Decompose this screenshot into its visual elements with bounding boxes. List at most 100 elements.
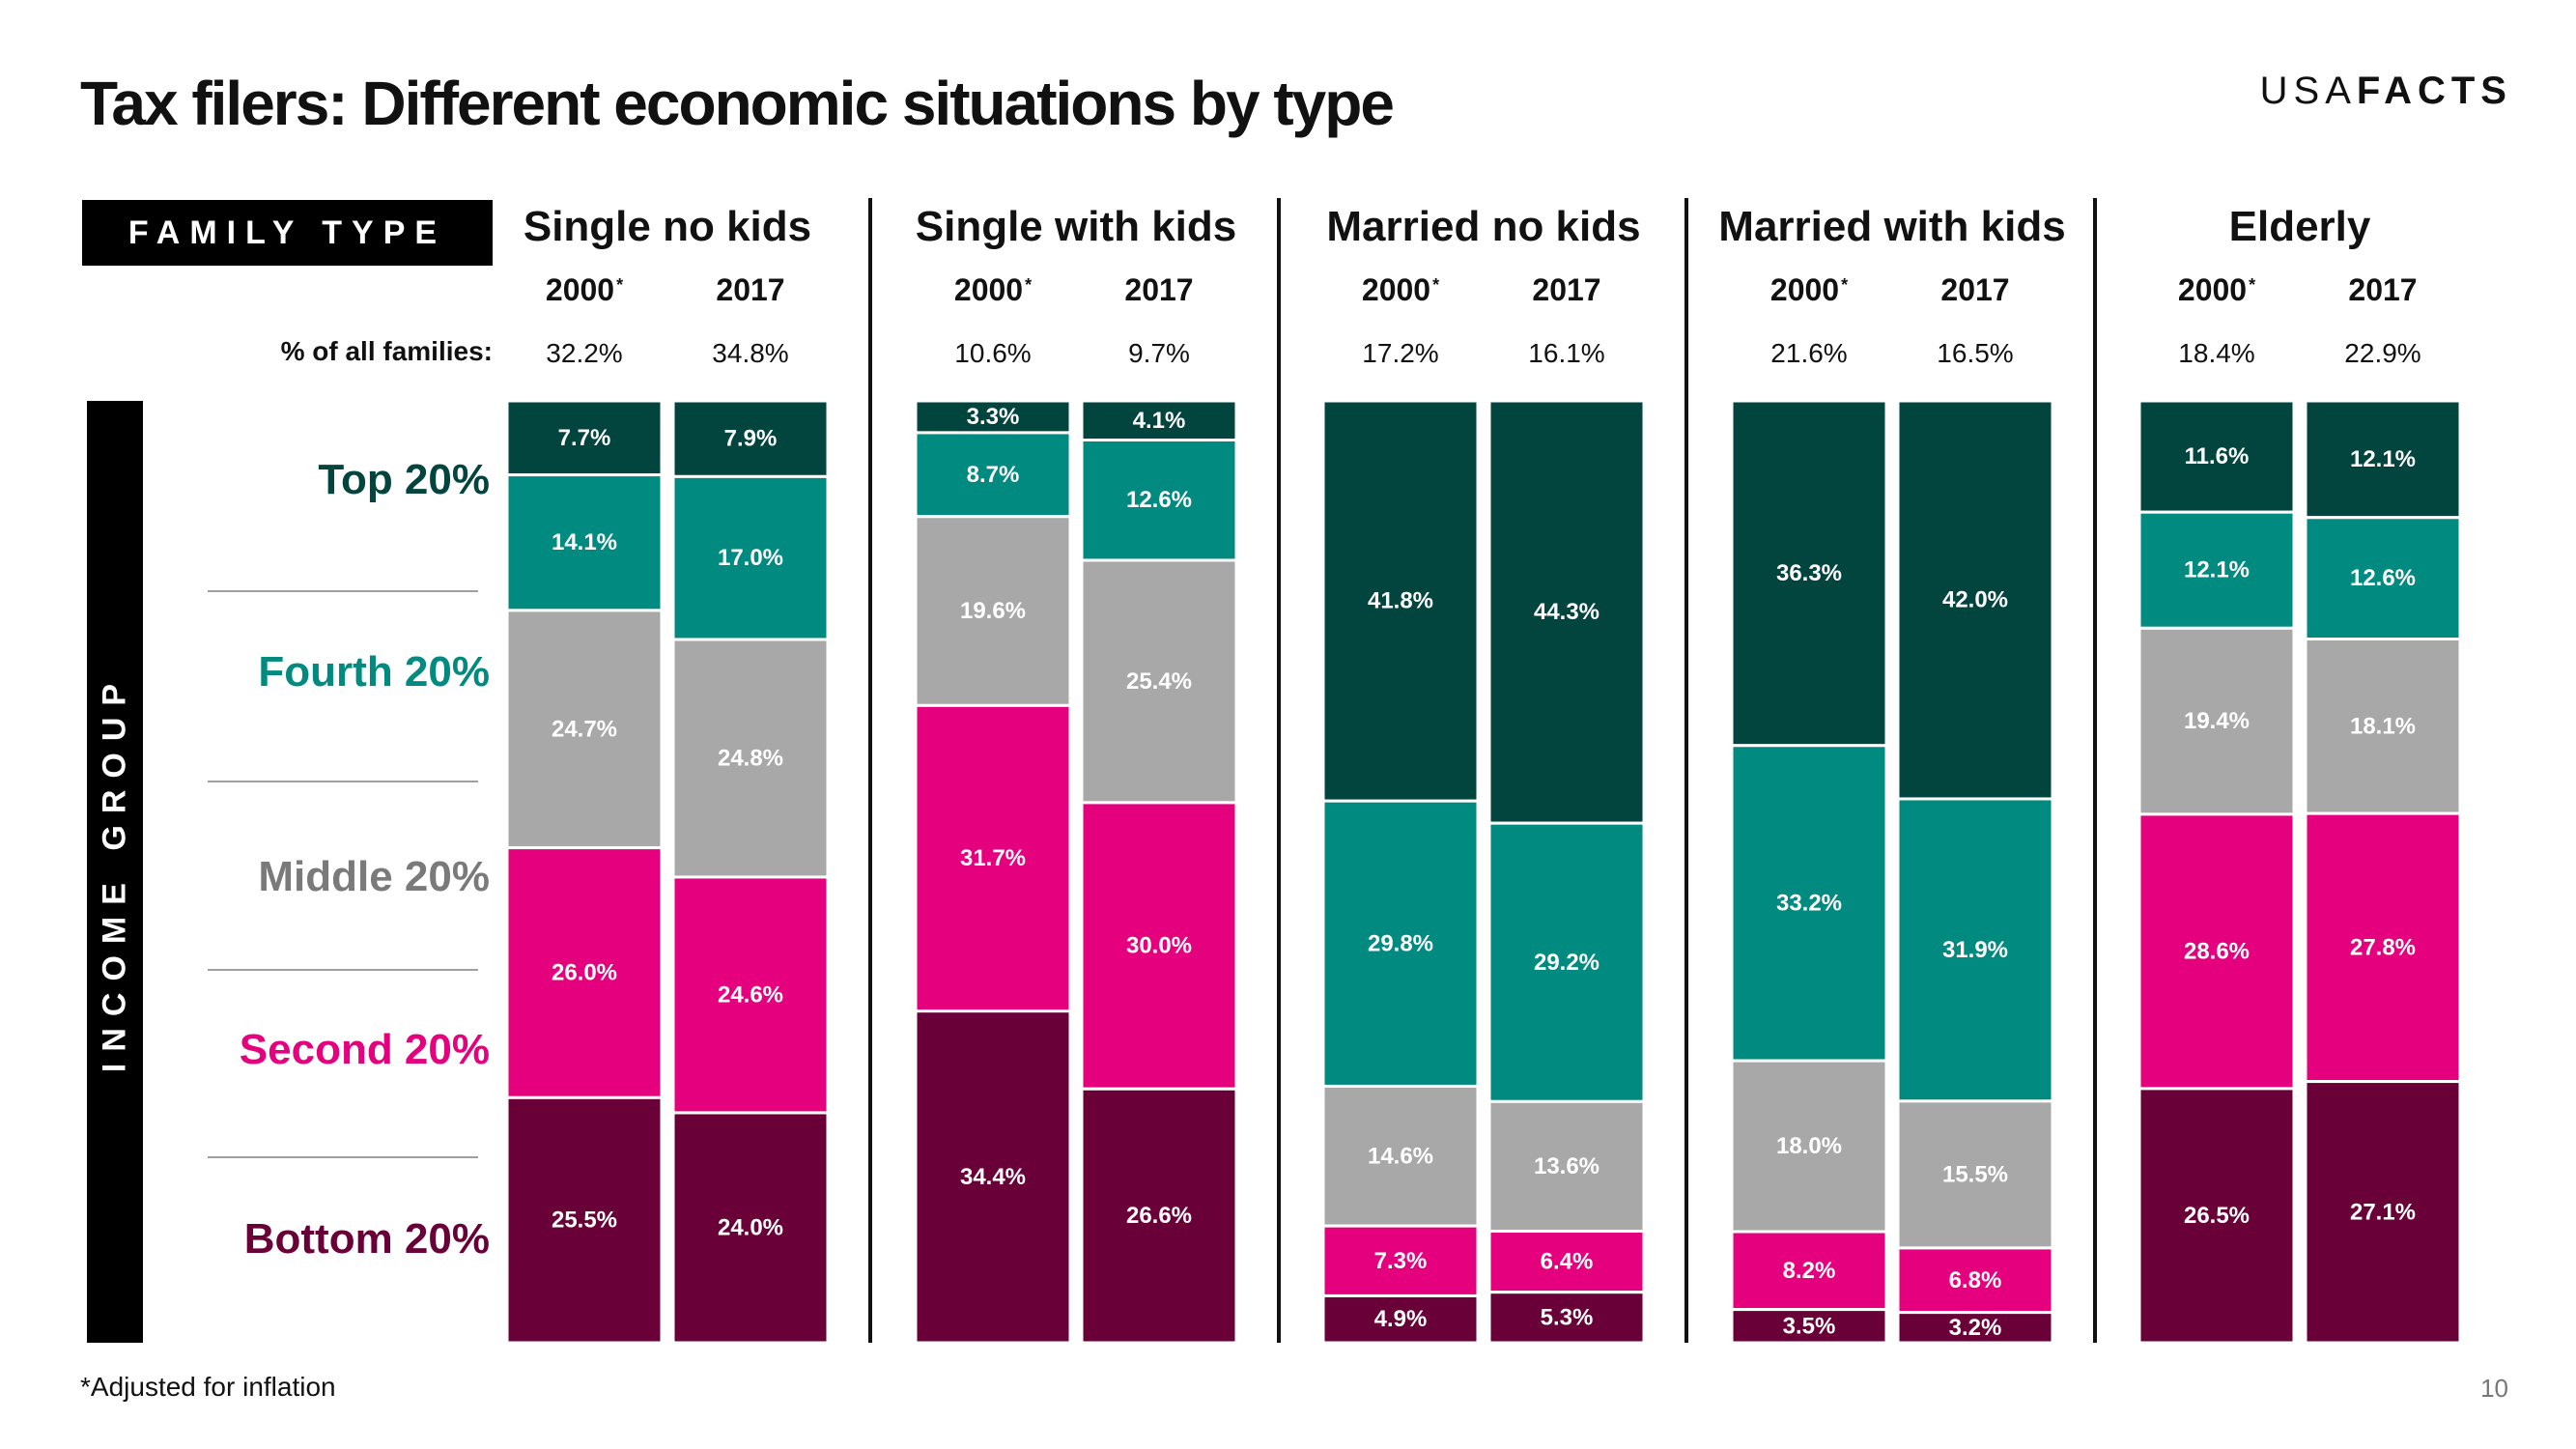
data-label: 8.2%	[1783, 1258, 1836, 1284]
bar-segment	[2137, 626, 2296, 816]
data-label: 4.1%	[1133, 408, 1186, 434]
bar-segment	[1730, 399, 1888, 748]
family-type-title: Married no kids	[1326, 203, 1641, 250]
bar-segment	[914, 1009, 1072, 1345]
bar-segment	[2304, 811, 2462, 1084]
data-label: 4.9%	[1374, 1306, 1428, 1332]
bar-segment	[1321, 1293, 1480, 1345]
group-divider	[2093, 198, 2097, 1343]
data-label: 12.6%	[1126, 487, 1192, 513]
year-label: 2017	[1940, 272, 2009, 308]
data-label: 6.8%	[1949, 1267, 2002, 1293]
year-label: 2000 *	[1362, 272, 1439, 308]
group-divider	[1684, 198, 1688, 1343]
bar-segment	[914, 515, 1072, 707]
group-separator-line	[208, 590, 478, 592]
data-label: 26.0%	[552, 959, 617, 985]
data-label: 25.4%	[1126, 668, 1192, 695]
year-label: 2000 *	[2178, 272, 2255, 308]
data-label: 3.2%	[1949, 1315, 2002, 1341]
inflation-asterisk: *	[2249, 275, 2256, 295]
brand-bold: FACTS	[2356, 70, 2512, 112]
data-label: 6.4%	[1541, 1249, 1594, 1275]
data-label: 36.3%	[1776, 560, 1842, 586]
data-label: 28.6%	[2184, 938, 2250, 964]
year-text: 2000	[2177, 272, 2248, 307]
data-label: 18.0%	[1776, 1133, 1842, 1159]
family-type-badge: FAMILY TYPE	[82, 200, 493, 266]
data-label: 11.6%	[2185, 443, 2250, 469]
year-text: 2017	[716, 272, 785, 307]
group-separator-line	[208, 1156, 478, 1158]
bar-segment	[2137, 510, 2296, 630]
data-label: 14.6%	[1368, 1143, 1433, 1169]
family-share-value: 16.5%	[1937, 338, 2014, 368]
bar-segment	[1080, 801, 1238, 1091]
family-share-value: 16.1%	[1528, 338, 1605, 368]
income-group-bar: INCOME GROUP	[87, 401, 143, 1343]
bar-segment	[1896, 1246, 2054, 1315]
data-label: 19.4%	[2184, 708, 2250, 734]
bar-segment	[1730, 744, 1888, 1063]
year-text: 2017	[1124, 272, 1194, 307]
bar-segment	[1730, 1059, 1888, 1234]
data-label: 5.3%	[1541, 1304, 1594, 1330]
data-label: 26.6%	[1126, 1203, 1192, 1229]
data-label: 31.7%	[960, 845, 1026, 871]
data-label: 25.5%	[552, 1208, 617, 1234]
bar-segment	[1487, 1099, 1646, 1234]
bar-segment	[505, 846, 664, 1099]
inflation-asterisk: *	[1025, 275, 1033, 295]
brand-light: USA	[2259, 70, 2357, 112]
family-share-value: 17.2%	[1362, 338, 1439, 368]
bar-segment	[2304, 637, 2462, 815]
bar-segment	[1487, 399, 1646, 825]
bar-segment	[1896, 1099, 2054, 1250]
bar-segment	[505, 1095, 664, 1345]
family-type-title: Elderly	[2228, 203, 2371, 250]
bar-segment	[671, 875, 830, 1115]
year-label: 2000 *	[954, 272, 1032, 308]
family-type-title: Single no kids	[523, 203, 812, 250]
data-label: 26.5%	[2184, 1203, 2250, 1229]
data-label: 29.8%	[1368, 930, 1433, 956]
family-share-value: 9.7%	[1128, 338, 1190, 368]
data-label: 29.2%	[1534, 950, 1599, 976]
year-text: 2017	[1532, 272, 1601, 307]
bar-segment	[671, 1111, 830, 1345]
income-group-name: Top 20%	[318, 456, 490, 503]
income-group-name: Bottom 20%	[243, 1215, 490, 1263]
data-label: 24.8%	[718, 745, 783, 771]
data-label: 17.0%	[718, 545, 783, 571]
income-group-name: Second 20%	[239, 1026, 490, 1073]
bar-segment	[1730, 1230, 1888, 1312]
data-label: 42.0%	[1942, 586, 2008, 612]
inflation-asterisk: *	[616, 275, 624, 295]
data-label: 13.6%	[1534, 1153, 1599, 1179]
family-share-value: 34.8%	[712, 338, 789, 368]
year-text: 2000	[545, 272, 615, 307]
data-label: 27.8%	[2350, 934, 2416, 960]
data-label: 24.7%	[552, 716, 617, 742]
group-divider	[868, 198, 872, 1343]
bar-segment	[671, 399, 830, 478]
bar-segment	[1730, 1308, 1888, 1345]
year-label: 2017	[1532, 272, 1600, 308]
usafacts-logo: USAFACTS	[2260, 70, 2512, 113]
data-label: 34.4%	[960, 1164, 1026, 1190]
bar-segment	[2137, 1087, 2296, 1345]
data-label: 12.1%	[2184, 557, 2250, 583]
year-label: 2000 *	[1770, 272, 1848, 308]
bar-segment	[914, 703, 1072, 1013]
data-label: 18.1%	[2350, 713, 2416, 739]
page-title: Tax filers: Different economic situation…	[80, 69, 1395, 138]
family-share-value: 18.4%	[2178, 338, 2255, 368]
data-label: 12.1%	[2350, 446, 2416, 472]
bar-segment	[671, 474, 830, 641]
group-separator-line	[208, 969, 478, 971]
data-label: 14.1%	[552, 529, 617, 555]
family-type-title: Married with kids	[1718, 203, 2066, 250]
bar-segment	[2304, 516, 2462, 640]
bar-segment	[1487, 1291, 1646, 1345]
bar-segment	[1321, 1224, 1480, 1297]
